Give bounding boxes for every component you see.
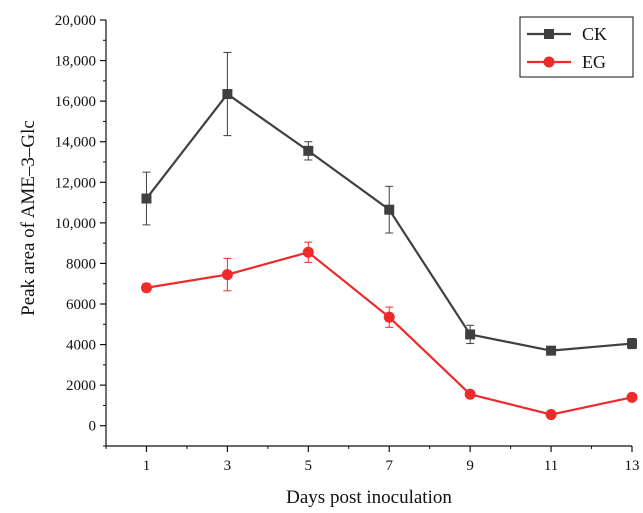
y-tick-label: 4000 [66, 338, 96, 354]
x-tick-label: 5 [305, 458, 313, 474]
y-tick-label: 2000 [66, 378, 96, 394]
y-ticks: 0 2000 4000 6000 8000 10,000 12,000 14,000 16,00… [55, 13, 106, 447]
x-tick-label: 11 [544, 458, 558, 474]
data-point [627, 338, 637, 349]
x-tick-label: 1 [143, 458, 151, 474]
x-tick-label: 7 [385, 458, 393, 474]
data-point [383, 311, 395, 323]
data-point [465, 329, 476, 340]
data-point [140, 282, 152, 294]
data-point [302, 246, 314, 258]
x-ticks: 1 3 5 7 9 11 13 [105, 446, 640, 474]
y-axis-title: Peak area of AME–3–Glc [18, 120, 39, 316]
y-tick-label: 8000 [66, 256, 96, 272]
axes [105, 20, 632, 447]
legend-label: CK [582, 24, 607, 44]
y-tick-label: 0 [89, 419, 97, 435]
y-tick-label: 12,000 [55, 175, 96, 191]
legend-item-ck: CK [527, 24, 607, 44]
data-point [546, 345, 557, 356]
legend-label: EG [582, 52, 606, 72]
legend-marker [543, 56, 555, 68]
series-line-eg [146, 251, 633, 416]
y-tick-label: 18,000 [55, 54, 96, 70]
x-axis-title: Days post inoculation [286, 487, 452, 508]
x-tick-label: 13 [625, 458, 640, 474]
data-point [303, 145, 314, 156]
x-tick-label: 9 [466, 458, 474, 474]
data-point [626, 391, 638, 403]
data-point [545, 409, 557, 421]
series-layer [140, 51, 638, 421]
legend-marker [544, 29, 554, 39]
data-point [464, 388, 476, 400]
legend-box [519, 16, 634, 78]
series-eg [140, 241, 638, 421]
legend: CK EG [519, 16, 634, 78]
data-point [141, 193, 152, 204]
data-point [384, 204, 395, 215]
y-tick-label: 6000 [66, 297, 96, 313]
series-ck [141, 51, 637, 356]
y-tick-label: 10,000 [55, 216, 96, 232]
y-tick-label: 16,000 [55, 94, 96, 110]
data-point [222, 89, 233, 100]
y-tick-label: 20,000 [55, 13, 96, 29]
y-tick-label: 14,000 [55, 135, 96, 151]
legend-item-eg: EG [527, 52, 606, 72]
data-point [221, 269, 233, 281]
x-tick-label: 3 [224, 458, 232, 474]
